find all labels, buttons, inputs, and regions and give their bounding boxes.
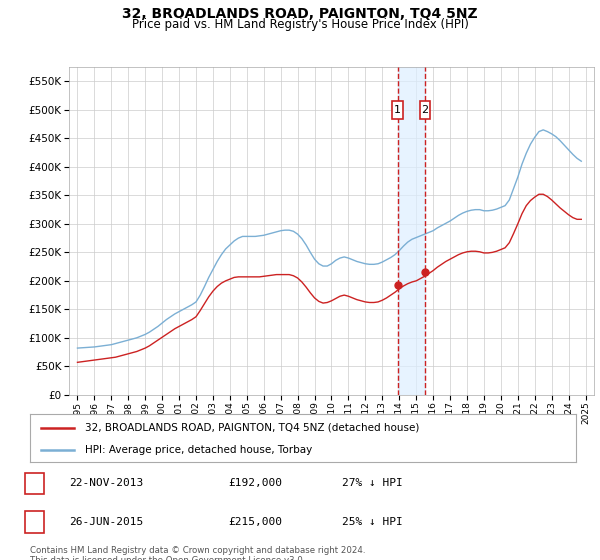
Text: 22-NOV-2013: 22-NOV-2013 xyxy=(69,478,143,488)
Text: Contains HM Land Registry data © Crown copyright and database right 2024.
This d: Contains HM Land Registry data © Crown c… xyxy=(30,546,365,560)
Text: 32, BROADLANDS ROAD, PAIGNTON, TQ4 5NZ (detached house): 32, BROADLANDS ROAD, PAIGNTON, TQ4 5NZ (… xyxy=(85,423,419,433)
Bar xyxy=(398,67,425,395)
Text: HPI: Average price, detached house, Torbay: HPI: Average price, detached house, Torb… xyxy=(85,445,312,455)
Text: 26-JUN-2015: 26-JUN-2015 xyxy=(69,517,143,527)
Text: 27% ↓ HPI: 27% ↓ HPI xyxy=(342,478,403,488)
Text: Price paid vs. HM Land Registry's House Price Index (HPI): Price paid vs. HM Land Registry's House … xyxy=(131,18,469,31)
Text: £192,000: £192,000 xyxy=(228,478,282,488)
Text: 32, BROADLANDS ROAD, PAIGNTON, TQ4 5NZ: 32, BROADLANDS ROAD, PAIGNTON, TQ4 5NZ xyxy=(122,7,478,21)
Text: 1: 1 xyxy=(394,105,401,115)
Text: 25% ↓ HPI: 25% ↓ HPI xyxy=(342,517,403,527)
Text: 1: 1 xyxy=(31,477,38,490)
Text: 2: 2 xyxy=(421,105,428,115)
Bar xyxy=(419,101,430,119)
Bar xyxy=(392,101,403,119)
Text: 2: 2 xyxy=(31,515,38,529)
Text: £215,000: £215,000 xyxy=(228,517,282,527)
